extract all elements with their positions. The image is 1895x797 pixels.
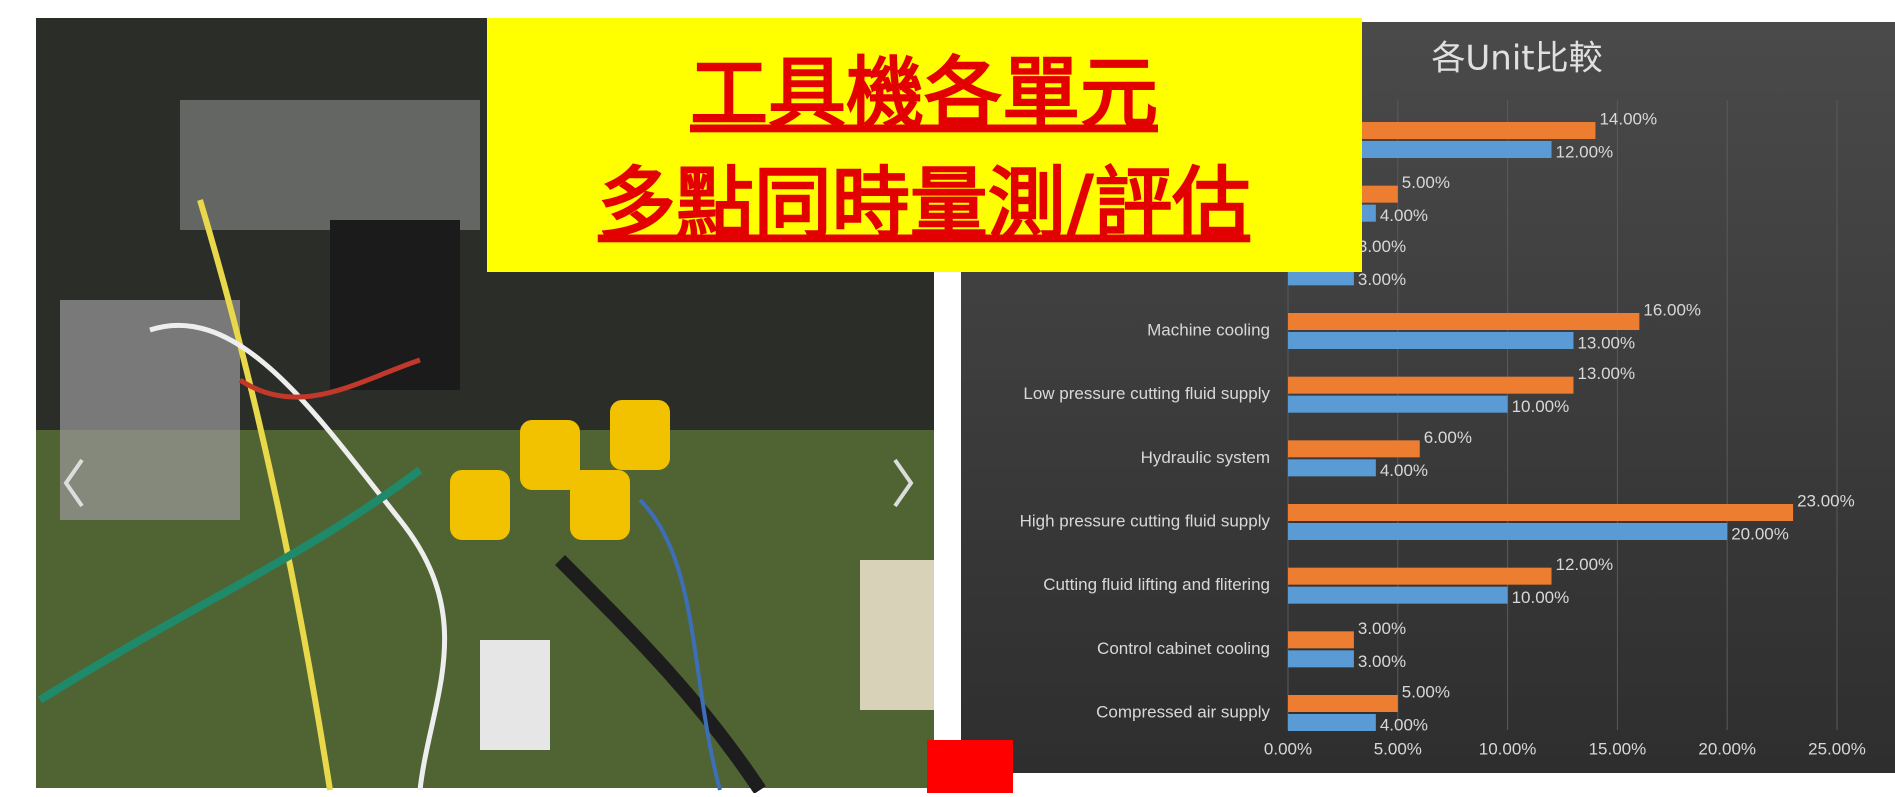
value-label: 6.00% [1424, 428, 1472, 447]
value-label: 4.00% [1380, 461, 1428, 480]
value-label: 10.00% [1512, 397, 1570, 416]
value-label: 14.00% [1599, 109, 1657, 128]
red-marker [927, 740, 1013, 793]
y-tick-label: Hydraulic system [1141, 448, 1270, 467]
y-tick-label: Machine cooling [1147, 320, 1270, 339]
bar [1288, 440, 1420, 458]
x-tick-label: 20.00% [1698, 739, 1756, 758]
bar [1288, 122, 1596, 139]
y-tick-label: Control cabinet cooling [1097, 639, 1270, 658]
value-label: 3.00% [1358, 237, 1406, 256]
value-label: 12.00% [1556, 555, 1614, 574]
y-tick-label: High pressure cutting fluid supply [1020, 511, 1271, 530]
overlay: 工具機各單元 多點同時量測/評估 [487, 18, 1362, 793]
value-label: 23.00% [1797, 491, 1855, 510]
value-label: 5.00% [1402, 173, 1450, 192]
bar [1288, 567, 1552, 585]
value-label: 13.00% [1577, 364, 1635, 383]
bar [1288, 268, 1354, 286]
bar [1288, 313, 1640, 330]
y-tick-label: Low pressure cutting fluid supply [1023, 384, 1270, 403]
title-box [487, 18, 1362, 272]
x-tick-label: 15.00% [1589, 739, 1647, 758]
value-label: 3.00% [1358, 270, 1406, 289]
bar [1288, 523, 1728, 540]
x-tick-label: 25.00% [1808, 739, 1866, 758]
bar [1288, 459, 1376, 477]
bar [1288, 586, 1508, 604]
bar [1288, 714, 1376, 731]
value-label: 10.00% [1512, 588, 1570, 607]
bar [1288, 631, 1354, 649]
value-label: 3.00% [1358, 652, 1406, 671]
bar [1288, 395, 1508, 413]
value-label: 5.00% [1402, 682, 1450, 701]
value-label: 4.00% [1380, 715, 1428, 734]
value-label: 4.00% [1380, 206, 1428, 225]
x-tick-label: 0.00% [1264, 739, 1312, 758]
value-label: 20.00% [1731, 524, 1789, 543]
bar [1288, 504, 1794, 521]
value-label: 12.00% [1556, 142, 1614, 161]
overlay-line: 工具機各單元 [690, 49, 1158, 140]
chart-title: 各Unit比較 [1431, 39, 1602, 79]
bar [1288, 332, 1574, 349]
y-tick-label: Cutting fluid lifting and flitering [1043, 575, 1270, 594]
value-label: 13.00% [1577, 333, 1635, 352]
bar [1288, 650, 1354, 668]
overlay-line: 多點同時量測/評估 [598, 159, 1251, 250]
plot: 各Unit比較 0.00% 5.00% 10.00% 15.00% 20.00% 25.00… [1020, 39, 1866, 759]
value-label: 3.00% [1358, 619, 1406, 638]
bar [1288, 376, 1574, 394]
value-label: 16.00% [1643, 300, 1701, 319]
x-tick-label: 5.00% [1374, 739, 1422, 758]
y-tick-label: Compressed air supply [1096, 702, 1270, 721]
bar [1288, 695, 1398, 712]
x-tick-label: 10.00% [1479, 739, 1537, 758]
